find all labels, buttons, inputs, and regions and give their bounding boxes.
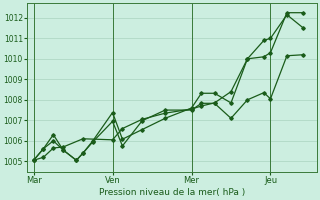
X-axis label: Pression niveau de la mer( hPa ): Pression niveau de la mer( hPa ) — [99, 188, 245, 197]
